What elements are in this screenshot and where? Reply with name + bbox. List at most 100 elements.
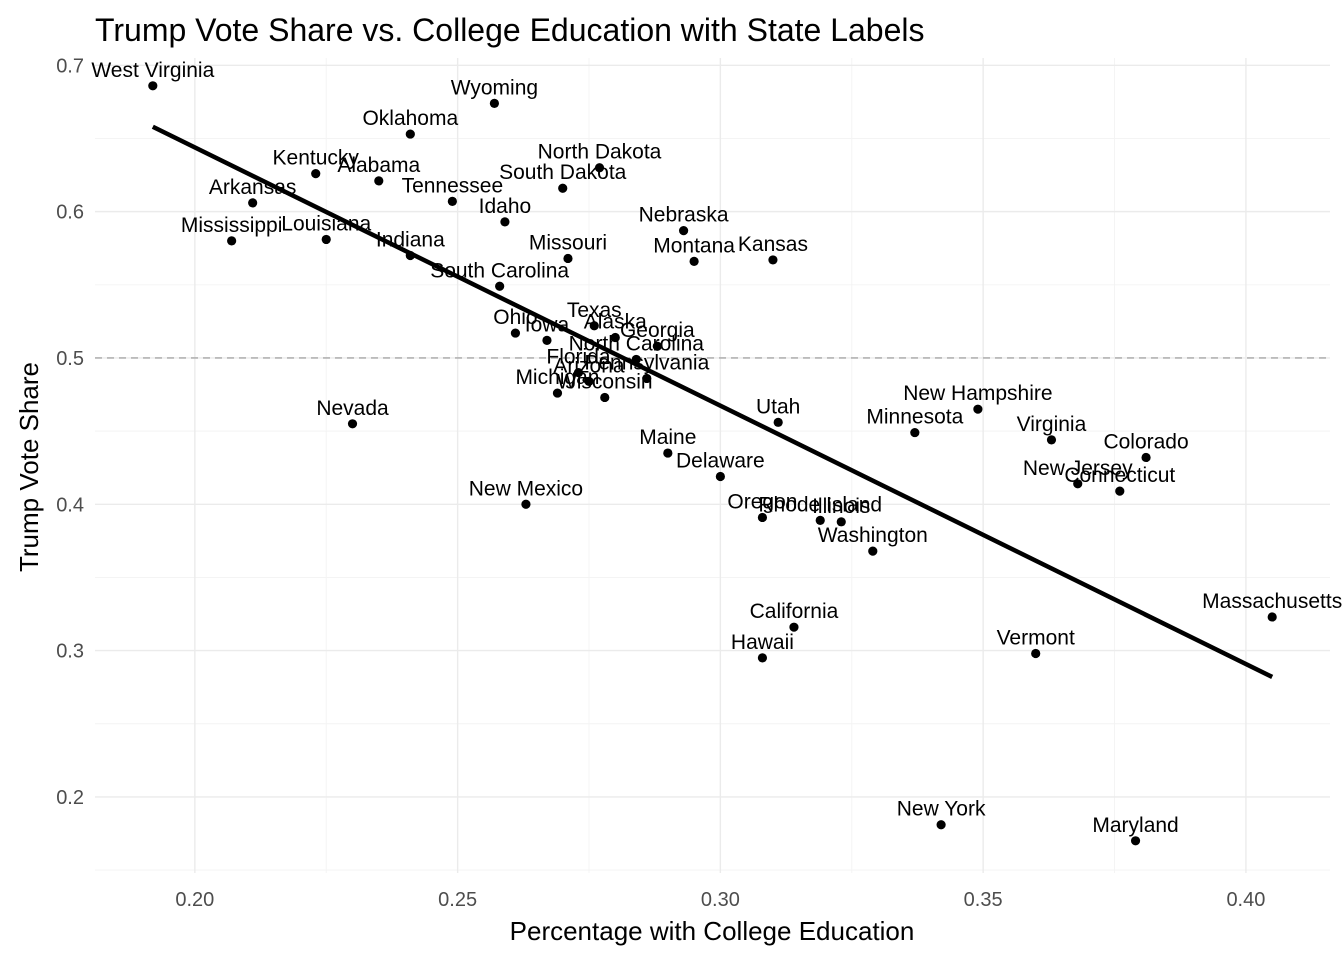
label-utah: Utah (756, 395, 800, 418)
point-washington (868, 546, 878, 556)
y-tick-label: 0.2 (56, 787, 84, 809)
label-new-hampshire: New Hampshire (903, 382, 1052, 405)
label-ohio: Ohio (493, 306, 537, 329)
label-kansas: Kansas (738, 233, 808, 256)
point-florida (573, 367, 584, 378)
label-montana: Montana (653, 234, 735, 257)
x-tick-label: 0.20 (175, 889, 214, 911)
point-tennessee (447, 196, 457, 206)
label-virginia: Virginia (1017, 413, 1087, 436)
point-new-jersey (1073, 479, 1083, 489)
label-california: California (750, 600, 839, 623)
label-north-carolina: North Carolina (569, 332, 705, 355)
point-arkansas (248, 198, 258, 208)
point-north-carolina (631, 354, 641, 365)
x-tick-label: 0.25 (438, 889, 477, 911)
point-missouri (563, 253, 573, 264)
point-ohio (510, 328, 521, 338)
point-new-hampshire (973, 404, 983, 414)
label-idaho: Idaho (479, 195, 532, 218)
label-maine: Maine (639, 426, 696, 449)
label-alaska: Alaska (584, 310, 647, 333)
point-utah (773, 417, 783, 427)
label-georgia: Georgia (620, 319, 695, 342)
point-idaho (500, 217, 510, 227)
point-mississippi (227, 236, 237, 246)
label-alabama: Alabama (337, 154, 420, 177)
point-arizona (584, 376, 594, 386)
label-south-dakota: South Dakota (499, 161, 627, 184)
point-michigan (552, 388, 563, 398)
label-new-mexico: New Mexico (469, 477, 583, 500)
trend-line (151, 124, 1274, 679)
label-massachusetts: Massachusetts (1202, 590, 1342, 613)
point-oklahoma (405, 129, 415, 139)
point-nevada (347, 419, 358, 429)
label-connecticut: Connecticut (1064, 464, 1175, 487)
point-texas (589, 321, 599, 331)
point-south-carolina (495, 281, 505, 291)
label-nevada: Nevada (316, 397, 389, 420)
point-connecticut (1115, 486, 1125, 496)
label-hawaii: Hawaii (731, 631, 794, 654)
point-hawaii (757, 653, 768, 663)
label-texas: Texas (567, 299, 622, 322)
point-alabama (374, 176, 384, 186)
point-delaware (715, 471, 725, 482)
point-wisconsin (600, 392, 610, 403)
label-west-virginia: West Virginia (91, 59, 214, 82)
label-colorado: Colorado (1103, 430, 1188, 453)
y-tick-label: 0.6 (56, 202, 84, 224)
label-wyoming: Wyoming (451, 76, 538, 99)
label-indiana: Indiana (376, 229, 445, 252)
label-south-carolina: South Carolina (430, 259, 569, 282)
y-axis-title: Trump Vote Share (14, 362, 44, 572)
chart-title: Trump Vote Share vs. College Education w… (95, 12, 925, 48)
label-nebraska: Nebraska (639, 204, 729, 227)
label-tennessee: Tennessee (402, 174, 504, 197)
label-new-york: New York (897, 798, 986, 821)
point-virginia (1046, 435, 1057, 445)
label-washington: Washington (818, 524, 928, 547)
label-michigan: Michigan (515, 366, 599, 389)
label-pennsylvania: Pennsylvania (584, 351, 709, 374)
label-louisiana: Louisiana (281, 212, 371, 235)
point-new-york (936, 820, 946, 830)
point-labels: West Virginia Wyoming Oklahoma North Dakota… (91, 59, 1342, 837)
x-tick-label: 0.40 (1226, 889, 1265, 911)
label-new-jersey: New Jersey (1023, 457, 1133, 480)
regression-line (151, 124, 1274, 679)
x-tick-label: 0.30 (701, 889, 740, 911)
label-wisconsin: Wisconsin (557, 370, 653, 393)
label-iowa: Iowa (525, 313, 570, 336)
y-tick-label: 0.4 (56, 494, 84, 516)
tick-labels: 0.20 0.25 0.30 0.35 0.40 0.2 0.3 0.4 0.5 0.6 0.7 (56, 55, 1265, 911)
label-maryland: Maryland (1092, 814, 1178, 837)
label-oregon: Oregon (727, 490, 797, 513)
point-maine (663, 448, 673, 458)
label-florida: Florida (546, 346, 611, 369)
point-illinois (836, 517, 846, 527)
data-points (148, 81, 1277, 846)
point-pennsylvania (642, 373, 652, 384)
point-new-mexico (521, 499, 531, 509)
label-missouri: Missouri (529, 231, 607, 254)
point-south-dakota (558, 183, 568, 193)
point-vermont (1031, 648, 1041, 659)
label-arizona: Arizona (553, 354, 625, 377)
point-colorado (1141, 452, 1151, 463)
point-rhode-island (815, 515, 825, 525)
label-kentucky: Kentucky (273, 147, 360, 170)
point-indiana (405, 250, 415, 261)
y-tick-label: 0.3 (56, 641, 84, 663)
point-iowa (542, 335, 552, 345)
point-minnesota (910, 427, 920, 438)
point-nebraska (678, 226, 689, 236)
label-vermont: Vermont (997, 627, 1075, 650)
point-massachusetts (1267, 612, 1277, 622)
label-north-dakota: North Dakota (538, 141, 662, 164)
label-arkansas: Arkansas (209, 176, 297, 199)
point-oregon (757, 512, 768, 523)
label-rhode-island: Rhode Island (758, 493, 882, 516)
